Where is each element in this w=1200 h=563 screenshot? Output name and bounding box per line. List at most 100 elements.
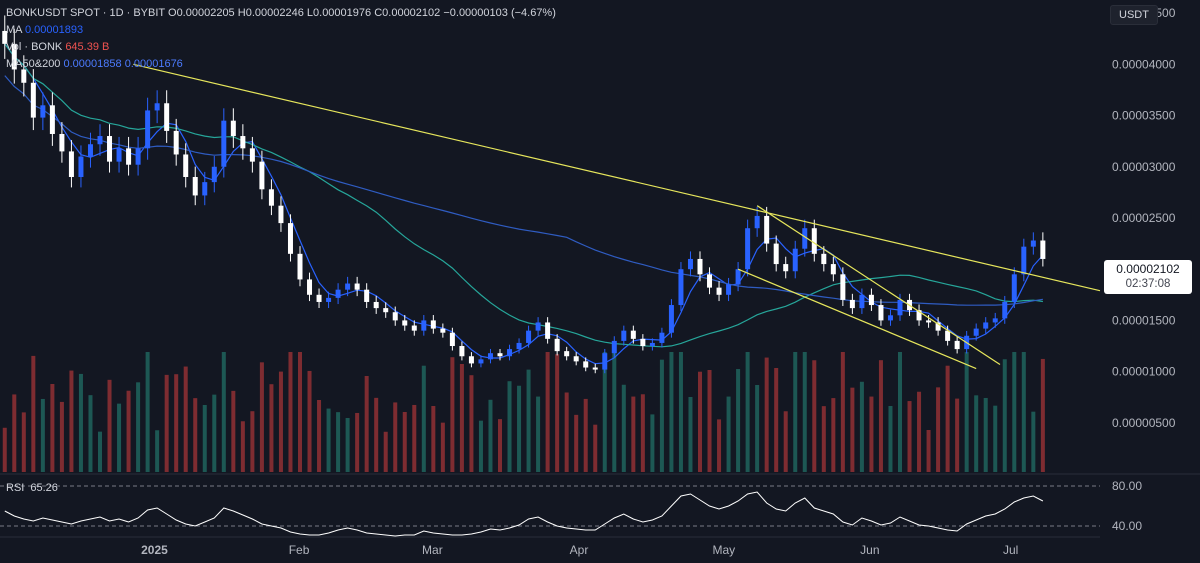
rsi-pane[interactable]: 80.00 40.00 bbox=[0, 479, 1142, 537]
volume-bar bbox=[917, 391, 922, 472]
candle-body bbox=[649, 342, 655, 347]
volume-bar bbox=[21, 412, 26, 472]
rsi-line bbox=[4, 491, 1044, 537]
symbol-label[interactable]: BONKUSDT SPOT · 1D · BYBIT bbox=[6, 7, 165, 19]
candle-body bbox=[145, 110, 151, 149]
volume-bar bbox=[69, 370, 74, 472]
volume-bar bbox=[402, 412, 407, 472]
ma50200-row[interactable]: MA50&200 0.00001858 0.00001676 bbox=[6, 56, 556, 73]
price-tick-label: 0.00004000 bbox=[1112, 57, 1176, 71]
volume-bar bbox=[374, 397, 379, 472]
candle-body bbox=[1011, 274, 1017, 302]
volume-bar bbox=[1040, 358, 1045, 472]
volume-bar bbox=[393, 402, 398, 472]
volume-bar bbox=[355, 412, 360, 472]
ma50-line bbox=[4, 43, 1043, 348]
volume-bar bbox=[678, 352, 683, 472]
candle-body bbox=[440, 328, 446, 333]
ma-row[interactable]: MA 0.00001893 bbox=[6, 22, 556, 39]
candle-body bbox=[707, 274, 713, 288]
volume-bar bbox=[278, 371, 283, 472]
volume-bar bbox=[307, 370, 312, 472]
volume-bar bbox=[736, 369, 741, 472]
price-axis[interactable]: 0.000045000.000040000.000035000.00003000… bbox=[1112, 6, 1176, 430]
close-label: C bbox=[374, 7, 383, 19]
volume-bar bbox=[936, 387, 941, 472]
volume-bar bbox=[364, 376, 369, 472]
candle-body bbox=[30, 82, 36, 118]
volume-bar bbox=[202, 404, 207, 472]
candle-body bbox=[326, 297, 332, 302]
volume-bar bbox=[498, 419, 502, 472]
volume-bar bbox=[974, 395, 979, 472]
candle-body bbox=[59, 133, 65, 152]
candle-body bbox=[545, 322, 551, 339]
open-value: 0.00002205 bbox=[176, 7, 235, 19]
candle-body bbox=[297, 253, 303, 280]
candle-body bbox=[411, 325, 417, 331]
time-tick-label: Jun bbox=[860, 543, 879, 557]
volume-bar bbox=[612, 352, 617, 472]
volume-bar bbox=[650, 414, 655, 472]
open-label: O bbox=[168, 7, 177, 19]
candle-body bbox=[468, 356, 474, 364]
volume-bar bbox=[593, 424, 598, 472]
candle-body bbox=[916, 310, 922, 321]
close-value: 0.00002102 bbox=[382, 7, 441, 19]
candle-body bbox=[602, 353, 608, 370]
time-tick-label: Feb bbox=[289, 543, 310, 557]
rsi-legend[interactable]: RSI 65.26 bbox=[6, 482, 58, 494]
chart-legend: BONKUSDT SPOT · 1D · BYBIT O0.00002205 H… bbox=[6, 5, 556, 73]
candle-body bbox=[868, 294, 874, 306]
candle-body bbox=[259, 161, 265, 190]
volume-bar bbox=[764, 357, 769, 472]
volume-bar bbox=[212, 394, 217, 472]
currency-button[interactable]: USDT bbox=[1110, 5, 1158, 25]
volume-bar bbox=[993, 405, 998, 472]
price-tick-label: 0.00003000 bbox=[1112, 160, 1176, 174]
candle-body bbox=[202, 182, 208, 196]
candle-body bbox=[783, 264, 789, 272]
volume-label: Vol · BONK bbox=[6, 41, 63, 53]
volume-bar bbox=[31, 355, 36, 472]
candle-body bbox=[668, 305, 674, 333]
volume-bar bbox=[78, 373, 83, 472]
last-price-label: 0.00002102 02:37:08 bbox=[1104, 260, 1192, 294]
volume-bar bbox=[926, 430, 931, 472]
bar-countdown: 02:37:08 bbox=[1125, 278, 1171, 290]
volume-bar bbox=[421, 365, 426, 472]
candle-body bbox=[592, 367, 598, 370]
volume-bar bbox=[155, 430, 160, 472]
volume-bar bbox=[726, 396, 731, 472]
candle-body bbox=[430, 320, 436, 329]
volume-bar bbox=[574, 414, 579, 472]
candle-body bbox=[735, 269, 741, 285]
volume-bar bbox=[40, 398, 45, 472]
ohlc-row: BONKUSDT SPOT · 1D · BYBIT O0.00002205 H… bbox=[6, 5, 556, 22]
volume-row[interactable]: Vol · BONK 645.39 B bbox=[6, 39, 556, 56]
candle-body bbox=[459, 346, 465, 357]
volume-bar bbox=[1012, 352, 1017, 472]
candle-body bbox=[354, 283, 360, 290]
candle-body bbox=[945, 330, 951, 341]
volume-bar bbox=[221, 352, 226, 472]
candle-body bbox=[487, 353, 493, 360]
time-axis[interactable]: 2025 Feb Mar Apr May Jun Jul bbox=[0, 536, 1100, 557]
ma200-value: 0.00001676 bbox=[124, 58, 183, 70]
candle-body bbox=[478, 359, 484, 364]
volume-bar bbox=[345, 418, 350, 472]
candle-body bbox=[716, 287, 722, 295]
candle-body bbox=[116, 148, 122, 162]
candle-body bbox=[583, 361, 589, 368]
candle-body bbox=[287, 223, 293, 254]
rsi-level-label: 40.00 bbox=[1112, 519, 1142, 533]
time-tick-label: 2025 bbox=[141, 543, 168, 557]
candle-body bbox=[887, 315, 893, 321]
trendlines[interactable] bbox=[133, 63, 1101, 370]
volume-bar bbox=[583, 398, 588, 472]
candle-body bbox=[87, 144, 93, 157]
candle-body bbox=[859, 294, 865, 309]
candle-body bbox=[68, 151, 74, 178]
